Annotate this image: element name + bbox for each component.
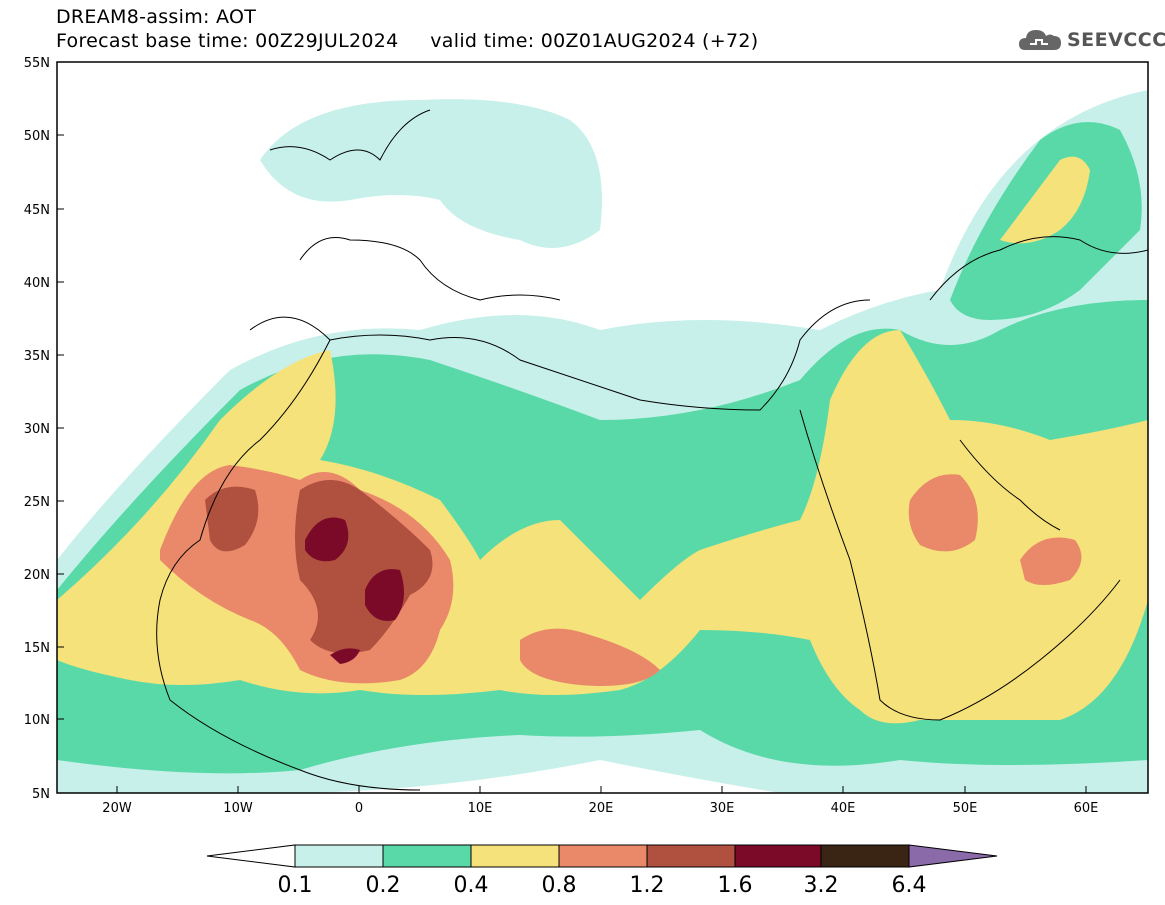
aot-band-0.8-oman [1020,537,1082,585]
seevccc-logo: SEEVCCC [1017,24,1165,56]
lat-ticks [57,134,1087,793]
aot-band-0.8-sahel [520,628,660,686]
lon-label: 50E [953,801,978,816]
legend-label: 0.1 [278,873,313,898]
lat-label: 10N [24,713,50,728]
lon-label: 30E [710,801,735,816]
coastlines [156,109,1148,791]
legend-label: 3.2 [804,873,839,898]
legend-arrow-right [908,844,998,868]
aot-band-1.6-b [365,569,404,621]
legend-label: 0.8 [542,873,577,898]
aot-band-0.1-europe [260,99,602,249]
map-title: DREAM8-assim: AOT [56,6,257,28]
lat-label: 15N [24,641,50,656]
legend-swatch [646,844,736,868]
legend-label: 1.2 [630,873,665,898]
aot-map: 55N 50N 45N 40N 35N 30N 25N 20N 15N 10N … [24,56,1149,816]
legend-arrow-left [206,844,296,868]
lat-label: 55N [24,56,50,71]
lat-axis: 55N 50N 45N 40N 35N 30N 25N 20N 15N 10N … [24,56,50,802]
lat-label: 20N [24,568,50,583]
cloud-icon [1019,30,1061,50]
legend-swatch [470,844,560,868]
lon-label: 20W [102,801,132,816]
lon-axis: 20W 10W 0 10E 20E 30E 40E 50E 60E [102,801,1098,816]
lat-label: 5N [32,787,50,802]
color-legend: 0.1 0.2 0.4 0.8 1.2 1.6 3.2 6.4 [206,844,998,898]
legend-swatch [558,844,648,868]
legend-label: 1.6 [718,873,753,898]
aot-band-1.2 [205,486,259,552]
legend-swatch [734,844,822,868]
lat-label: 45N [24,203,50,218]
lon-label: 60E [1074,801,1099,816]
lon-label: 10W [223,801,253,816]
aot-band-0.8-arabia [908,474,978,552]
legend-label: 0.4 [454,873,489,898]
aot-band-0.4-caspian [1000,156,1090,244]
lon-label: 0 [355,801,363,816]
legend-swatch [820,844,910,868]
lon-label: 20E [589,801,614,816]
legend-swatch [294,844,384,868]
lat-label: 30N [24,422,50,437]
lat-label: 50N [24,129,50,144]
legend-swatch [382,844,472,868]
aot-band-1.6 [305,517,349,562]
lon-label: 10E [468,801,493,816]
aot-contours [57,90,1148,793]
logo-text: SEEVCCC [1067,29,1165,51]
legend-label: 0.2 [366,873,401,898]
lat-label: 40N [24,276,50,291]
forecast-times: Forecast base time: 00Z29JUL2024 valid t… [56,30,759,52]
lat-label: 25N [24,495,50,510]
lat-label: 35N [24,349,50,364]
lon-label: 40E [831,801,856,816]
legend-label: 6.4 [892,873,927,898]
aot-band-1.6-c [330,648,360,664]
